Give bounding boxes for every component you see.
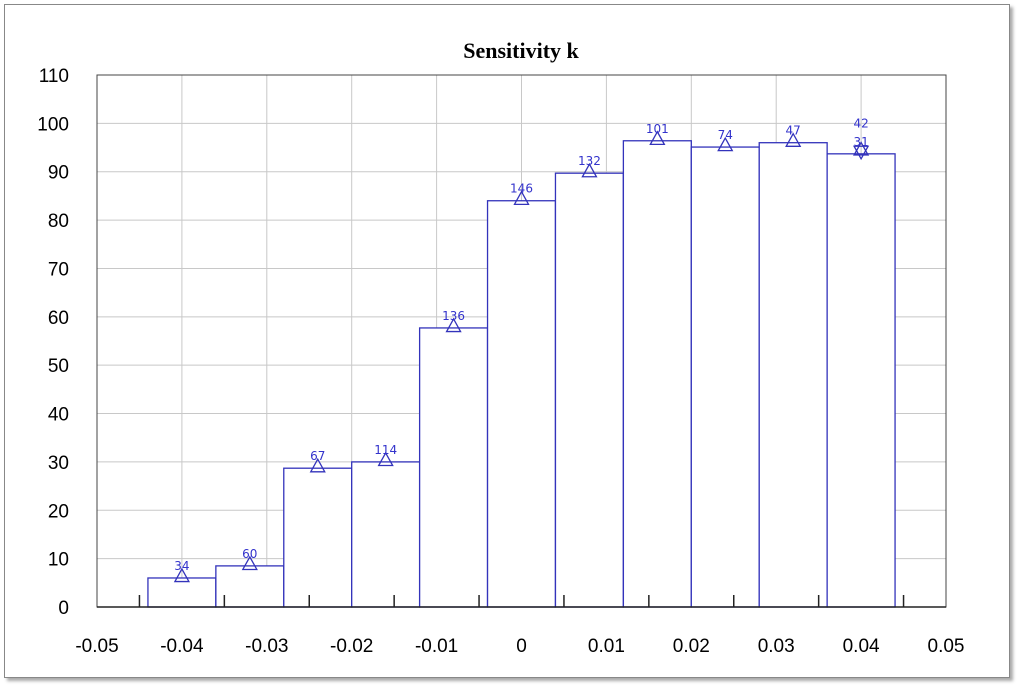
triangle-marker [241,555,258,571]
triangle-marker [445,317,462,333]
y-tick-label: 100 [37,114,69,135]
triangle-marker [513,190,530,205]
y-tick-label: 10 [48,550,69,571]
y-tick-label: 0 [58,598,69,619]
x-tick-label: -0.05 [75,636,118,657]
count-label: 132 [578,154,601,168]
count-label: 101 [646,122,669,136]
triangle-marker [785,132,802,147]
triangle-marker [649,130,666,146]
triangle-marker [581,162,598,178]
x-tick-label: 0.02 [673,636,710,657]
y-tick-label: 20 [48,501,69,522]
y-tick-label: 30 [48,453,69,474]
triangle-marker [377,451,394,467]
triangle-marker [852,145,870,161]
y-tick-label: 40 [48,405,69,426]
x-tick-label: -0.04 [160,636,204,657]
count-label: 47 [786,124,801,138]
y-tick-label: 80 [48,211,69,232]
count-label: 74 [718,128,733,142]
histogram-bar [283,467,353,608]
triangle-marker [173,567,191,583]
y-tick-label: 60 [48,308,69,329]
triangle-marker [717,136,734,152]
chart-title: Sensitivity k [463,38,579,63]
histogram-bar [418,327,489,608]
histogram-bar [147,577,217,608]
histogram-bar [215,565,285,608]
x-tick-label: 0.05 [928,636,965,657]
count-label: 42 [853,116,868,130]
x-tick-label: 0.04 [843,636,880,657]
y-tick-label: 110 [39,66,69,87]
histogram-bar [690,146,760,608]
histogram-bar [554,172,625,608]
count-label: 67 [310,449,325,463]
histogram-bar [622,140,692,608]
histogram-bar [826,153,896,608]
x-tick-label: -0.03 [245,636,288,657]
x-tick-label: -0.01 [415,636,458,657]
count-label: 114 [374,443,397,457]
triangle-marker [309,457,326,473]
x-tick-label: 0.03 [758,636,795,657]
y-tick-label: 50 [48,356,69,377]
y-tick-label: 70 [48,259,69,280]
x-tick-label: 0 [516,636,527,657]
count-label: 34 [174,559,189,573]
x-tick-label: -0.02 [330,636,373,657]
triangle-marker [852,141,870,156]
histogram-bar [351,461,421,608]
x-tick-label: 0.01 [588,636,625,657]
y-tick-label: 90 [48,163,69,184]
count-label: 136 [442,309,465,323]
count-label: 146 [510,182,533,196]
histogram-bar [486,200,557,608]
count-label: 60 [242,547,257,561]
histogram-bar [758,142,828,608]
